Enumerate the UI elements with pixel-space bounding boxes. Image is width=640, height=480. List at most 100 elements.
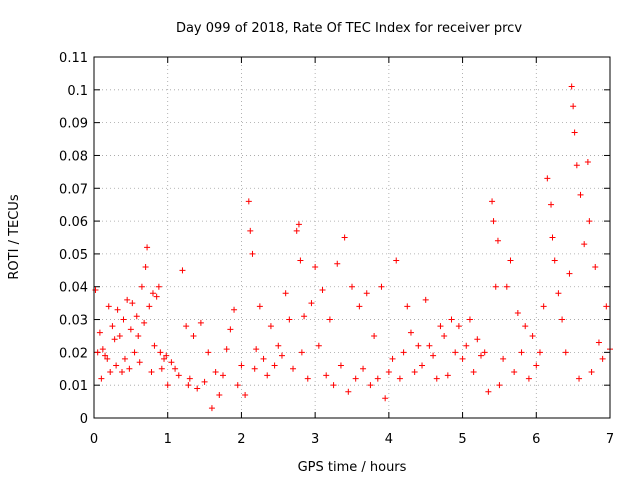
data-point	[599, 355, 606, 362]
data-point	[293, 227, 300, 234]
data-point	[290, 365, 297, 372]
data-point	[559, 316, 566, 323]
data-point	[459, 355, 466, 362]
data-point	[175, 372, 182, 379]
data-point	[158, 365, 165, 372]
data-point	[104, 355, 111, 362]
data-point	[525, 375, 532, 382]
data-point	[415, 342, 422, 349]
data-point	[470, 369, 477, 376]
data-point	[404, 303, 411, 310]
data-point	[247, 227, 254, 234]
data-point	[474, 336, 481, 343]
x-axis-ticks: 0 1 2 3 4 5 6 7	[90, 57, 614, 447]
y-tick-label: 0.11	[59, 51, 88, 66]
data-point	[135, 332, 142, 339]
data-point	[168, 359, 175, 366]
data-point	[571, 129, 578, 136]
x-tick-label: 7	[606, 432, 614, 447]
y-tick-label: 0.04	[59, 281, 88, 296]
data-point	[107, 369, 114, 376]
data-point	[576, 375, 583, 382]
data-point	[183, 323, 190, 330]
data-point	[374, 375, 381, 382]
x-tick-label: 1	[164, 432, 172, 447]
data-point	[319, 287, 326, 294]
data-point	[144, 244, 151, 251]
data-point	[148, 369, 155, 376]
data-point	[142, 264, 149, 271]
data-point	[253, 346, 260, 353]
data-point	[216, 392, 223, 399]
data-point	[227, 326, 234, 333]
data-point	[603, 303, 610, 310]
data-point	[153, 293, 160, 300]
data-point	[245, 198, 252, 205]
data-point	[566, 270, 573, 277]
data-point	[518, 349, 525, 356]
data-point	[161, 355, 168, 362]
data-point	[345, 388, 352, 395]
data-point	[286, 316, 293, 323]
data-point	[400, 349, 407, 356]
y-tick-label: 0.09	[59, 117, 88, 132]
data-point	[378, 283, 385, 290]
data-point	[444, 372, 451, 379]
x-tick-label: 3	[311, 432, 319, 447]
data-point	[267, 323, 274, 330]
data-point	[208, 405, 215, 412]
data-point	[256, 303, 263, 310]
data-point	[489, 198, 496, 205]
data-point	[238, 362, 245, 369]
data-point	[588, 369, 595, 376]
data-point	[500, 355, 507, 362]
data-point	[455, 323, 462, 330]
data-point	[127, 326, 134, 333]
data-points	[92, 83, 613, 412]
y-tick-label: 0.06	[59, 215, 88, 230]
data-point	[430, 352, 437, 359]
data-point	[141, 319, 148, 326]
y-tick-label: 0.02	[59, 346, 88, 361]
y-tick-label: 0.08	[59, 149, 88, 164]
x-tick-label: 6	[532, 432, 540, 447]
data-point	[102, 352, 109, 359]
data-point	[573, 162, 580, 169]
y-tick-label: 0	[80, 412, 88, 427]
data-point	[163, 352, 170, 359]
data-point	[114, 306, 121, 313]
data-point	[356, 303, 363, 310]
data-point	[426, 342, 433, 349]
y-axis-label: ROTI / TECUs	[7, 194, 22, 279]
data-point	[231, 306, 238, 313]
data-point	[360, 365, 367, 372]
data-point	[514, 309, 521, 316]
data-point	[131, 349, 138, 356]
plot-frame	[93, 56, 611, 419]
data-point	[96, 329, 103, 336]
data-point	[223, 346, 230, 353]
grid-lines	[94, 57, 610, 418]
data-point	[494, 237, 501, 244]
data-point	[522, 323, 529, 330]
data-point	[389, 355, 396, 362]
data-point	[186, 375, 193, 382]
data-point	[581, 241, 588, 248]
data-point	[363, 290, 370, 297]
data-point	[304, 375, 311, 382]
data-point	[297, 257, 304, 264]
data-point	[570, 103, 577, 110]
y-tick-label: 0.1	[67, 84, 88, 99]
data-point	[179, 267, 186, 274]
data-point	[466, 316, 473, 323]
x-tick-label: 4	[385, 432, 393, 447]
data-point	[393, 257, 400, 264]
data-point	[411, 369, 418, 376]
data-point	[129, 300, 136, 307]
data-point	[507, 257, 514, 264]
data-point	[529, 332, 536, 339]
data-point	[549, 234, 556, 241]
data-point	[185, 382, 192, 389]
data-point	[463, 342, 470, 349]
x-tick-label: 0	[90, 432, 98, 447]
